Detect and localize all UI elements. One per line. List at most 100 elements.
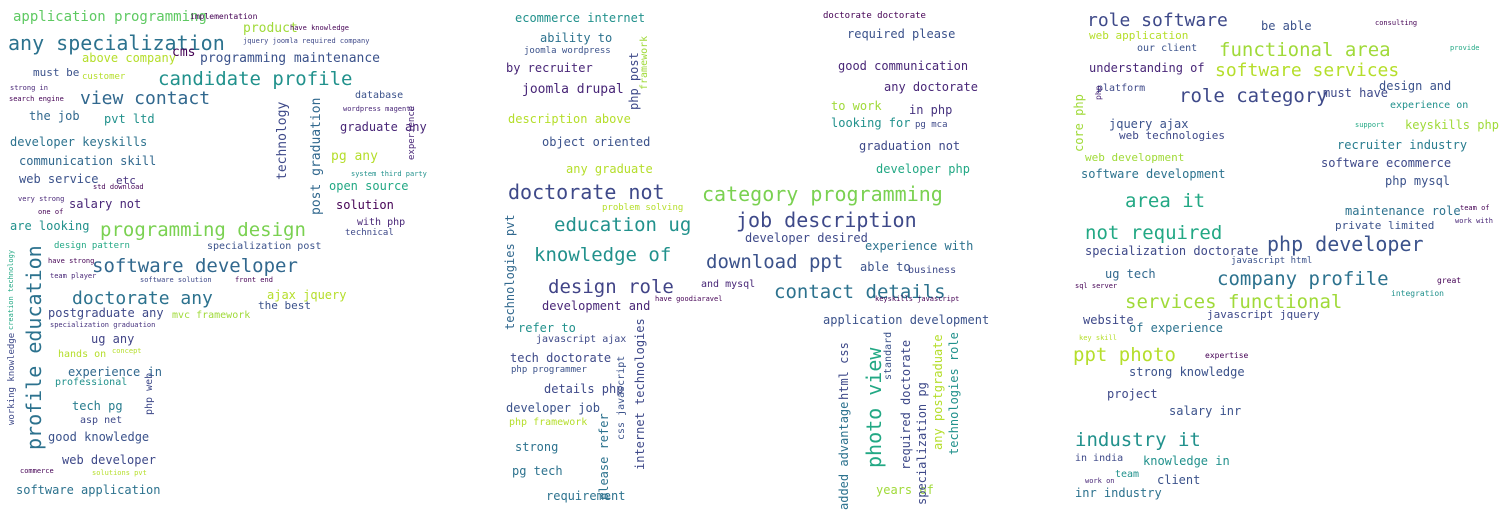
- vertical-word: required doctorate: [899, 339, 913, 470]
- word: platform: [1097, 83, 1146, 94]
- word: wordpress magento: [343, 105, 415, 113]
- word: expertise: [1205, 351, 1249, 360]
- word: must have: [1323, 86, 1389, 100]
- word: education ug: [554, 214, 692, 236]
- word: description above: [508, 112, 631, 126]
- word: web application: [1089, 29, 1189, 42]
- vertical-word: post graduation: [309, 97, 324, 215]
- word: maintenance role: [1345, 204, 1461, 218]
- vertical-word: framework: [639, 35, 650, 90]
- word: jquery joomla required company: [243, 37, 370, 45]
- word: strong in: [10, 84, 48, 92]
- word: ability to: [540, 31, 613, 45]
- word: understanding of: [1089, 61, 1205, 75]
- word: open source: [329, 179, 409, 193]
- word: good communication: [838, 59, 969, 73]
- word: any doctorate: [884, 80, 978, 94]
- word: strong: [515, 440, 559, 454]
- word: job description: [736, 208, 917, 232]
- word: team of: [1460, 204, 1490, 212]
- word: services functional: [1125, 291, 1343, 313]
- word: tech doctorate: [510, 351, 612, 365]
- word: sql server: [1075, 282, 1118, 290]
- word: specialization post: [207, 241, 322, 252]
- word: specialization graduation: [50, 321, 156, 329]
- word: experience on: [1390, 100, 1469, 111]
- word: in india: [1075, 453, 1124, 464]
- word: strong knowledge: [1129, 365, 1245, 379]
- word: web development: [1085, 151, 1185, 164]
- word: company profile: [1217, 268, 1389, 290]
- vertical-word: photo view: [862, 347, 886, 468]
- word: details php: [544, 382, 624, 396]
- word: front end: [235, 276, 273, 284]
- word: php programmer: [511, 365, 587, 375]
- vertical-word: php web: [144, 372, 155, 415]
- word: consulting: [1375, 19, 1418, 27]
- word: keyskills javascript: [875, 295, 960, 303]
- vertical-word: creation technology: [7, 249, 15, 330]
- word-cloud-left: application programming implementation a…: [0, 0, 480, 526]
- word: pg tech: [512, 464, 563, 478]
- word: mvc framework: [172, 310, 251, 321]
- word: database: [355, 90, 404, 101]
- word: private limited: [1335, 219, 1435, 232]
- word: be able: [1261, 19, 1312, 33]
- word: hands on: [58, 349, 107, 360]
- word: have strong: [48, 257, 95, 265]
- word: software solution: [140, 276, 212, 284]
- word: salary inr: [1169, 404, 1242, 418]
- vertical-word: added advantage: [837, 401, 851, 510]
- word: communication skill: [19, 154, 157, 168]
- word: concept: [112, 347, 142, 355]
- word: website: [1083, 313, 1134, 327]
- vertical-word: technology: [275, 101, 290, 180]
- word: work with: [1455, 217, 1493, 225]
- word: able to: [860, 260, 911, 274]
- word: view contact: [80, 88, 211, 109]
- vertical-word: specialization pg: [915, 382, 929, 505]
- word-cloud-middle: ecommerce internet ability to joomla wor…: [500, 0, 1000, 526]
- word: inr industry: [1075, 486, 1162, 500]
- word: team player: [50, 272, 97, 280]
- word: design role: [548, 276, 674, 298]
- word: programming design: [100, 219, 306, 241]
- word: php developer: [1267, 232, 1424, 256]
- word: role software: [1087, 10, 1228, 31]
- word: the best: [258, 299, 311, 312]
- word: programming maintenance: [200, 51, 381, 66]
- word: must be: [33, 66, 80, 79]
- word: knowledge of: [534, 244, 672, 266]
- word: refer to: [518, 321, 576, 335]
- word: software services: [1215, 60, 1400, 81]
- word: joomla wordpress: [524, 46, 611, 56]
- vertical-word: profile education: [22, 245, 46, 450]
- word: of experience: [1129, 321, 1223, 335]
- word: keyskills php: [1405, 118, 1499, 132]
- word: cms: [172, 45, 196, 60]
- word: key skill: [1079, 334, 1117, 342]
- word: business: [908, 265, 957, 276]
- word: ajax jquery: [267, 288, 347, 302]
- word: doctorate doctorate: [823, 11, 926, 21]
- word: design and: [1379, 79, 1452, 93]
- word: in php: [909, 103, 953, 117]
- word: have goodiaravel: [655, 295, 723, 303]
- word: salary not: [69, 197, 142, 211]
- word: industry it: [1075, 429, 1201, 451]
- word: pg mca: [915, 120, 948, 130]
- word: role category: [1179, 85, 1328, 107]
- word: pvt ltd: [104, 112, 155, 126]
- word: developer desired: [745, 231, 868, 245]
- word: any specialization: [8, 31, 225, 55]
- word: implementation: [190, 12, 258, 21]
- word: joomla drupal: [522, 82, 624, 97]
- word: postgraduate any: [48, 306, 164, 320]
- word: pg any: [331, 149, 378, 164]
- word: etc: [116, 174, 136, 187]
- word: provide: [1450, 44, 1480, 52]
- word: support: [1355, 121, 1385, 129]
- word: and mysql: [701, 279, 756, 290]
- word: good knowledge: [48, 430, 150, 444]
- word: object oriented: [542, 135, 651, 149]
